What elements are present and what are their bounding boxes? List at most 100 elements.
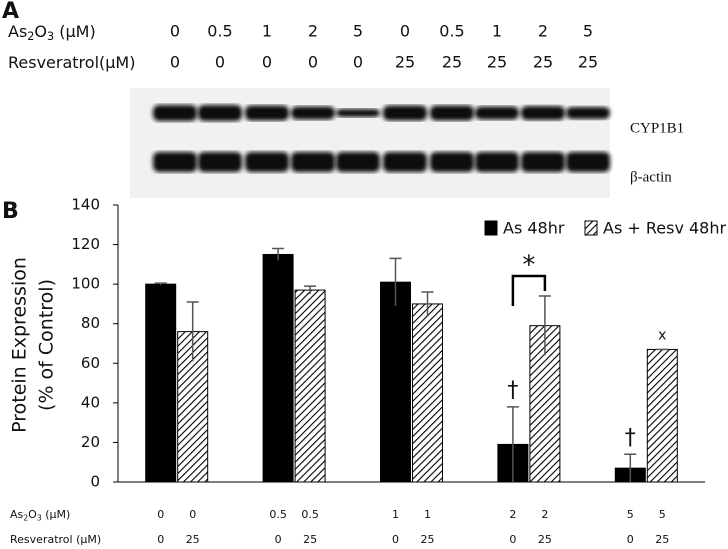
x-row-label: Resveratrol (μM)	[10, 533, 101, 546]
legend-swatch	[484, 220, 498, 236]
error-bar	[389, 257, 402, 306]
x-row-value: 0	[392, 533, 399, 546]
x-row-value: 25	[421, 533, 435, 546]
row-value: 0.5	[207, 22, 232, 41]
label-part: Resveratrol (μM)	[10, 533, 101, 546]
bar	[646, 348, 678, 483]
row-label: As2O3 (μM)	[8, 22, 96, 43]
blot-band	[198, 152, 242, 172]
legend-swatch	[584, 220, 598, 236]
bar	[294, 289, 326, 483]
label-part: O	[34, 22, 47, 41]
blot-band	[245, 105, 289, 121]
x-row-value: 2	[541, 508, 548, 521]
panel-label: A	[2, 0, 19, 24]
x-row-value: 25	[186, 533, 200, 546]
row-value: 0	[400, 22, 410, 41]
error-bar	[624, 453, 637, 482]
label-part: 2	[23, 513, 28, 522]
y-axis-label: (% of Control)	[36, 279, 58, 411]
x-row-value: 0	[157, 533, 164, 546]
bar	[177, 331, 209, 483]
row-value: 0	[170, 22, 180, 41]
error-bar	[154, 282, 167, 286]
blot-band	[521, 152, 565, 172]
annotation: †	[625, 425, 636, 450]
error-bar	[538, 295, 551, 356]
legend-label: As 48hr	[503, 219, 565, 238]
blot-band	[475, 106, 519, 120]
blot-band	[291, 106, 335, 120]
label-part: As	[8, 22, 27, 41]
row-value: 0	[353, 53, 363, 72]
error-bar	[304, 285, 317, 295]
label-part: 3	[37, 513, 42, 522]
x-row-value: 1	[392, 508, 399, 521]
y-axis-label: Protein Expression	[9, 257, 31, 433]
annotation: †	[507, 378, 518, 403]
row-value: 25	[578, 53, 598, 72]
blot-background	[130, 88, 610, 198]
blot-band	[430, 105, 474, 121]
y-tick-label: 60	[81, 354, 100, 372]
x-row-label: As2O3 (μM)	[10, 508, 70, 522]
x-row-value: 0	[189, 508, 196, 521]
x-row-value: 0	[275, 533, 282, 546]
bar	[145, 283, 177, 483]
y-tick-label: 0	[90, 473, 100, 491]
x-row-value: 25	[655, 533, 669, 546]
error-bar	[272, 247, 285, 261]
label-part: (μM)	[54, 22, 96, 41]
x-row-value: 0.5	[269, 508, 287, 521]
row-value: 0	[308, 53, 318, 72]
x-row-value: 25	[303, 533, 317, 546]
y-tick-label: 140	[71, 196, 100, 214]
band-label: CYP1B1	[630, 120, 684, 136]
x-row-value: 5	[627, 508, 634, 521]
x-row-value: 0	[157, 508, 164, 521]
row-value: 25	[487, 53, 507, 72]
row-value: 0	[262, 53, 272, 72]
blot-band	[336, 109, 380, 117]
annotation: *	[522, 251, 535, 281]
row-value: 1	[492, 22, 502, 41]
band-label: β-actin	[630, 169, 672, 185]
row-value: 25	[533, 53, 553, 72]
x-row-value: 5	[659, 508, 666, 521]
y-tick-label: 120	[71, 235, 100, 253]
bar	[412, 303, 443, 483]
label-part: Resveratrol(μM)	[8, 53, 135, 72]
row-value: 0	[170, 53, 180, 72]
label-part: (μM)	[42, 508, 71, 521]
annotation: x	[658, 327, 666, 343]
row-label: Resveratrol(μM)	[8, 53, 135, 72]
x-row-value: 0	[509, 533, 516, 546]
blot-band	[383, 105, 427, 121]
blot-band	[153, 152, 197, 172]
row-value: 25	[442, 53, 462, 72]
blot-band	[475, 152, 519, 172]
blot-band	[198, 105, 242, 121]
row-value: 2	[538, 22, 548, 41]
blot-band	[521, 106, 565, 120]
error-bar	[421, 291, 434, 316]
row-value: 25	[395, 53, 415, 72]
error-bar	[506, 406, 519, 482]
x-row-value: 1	[424, 508, 431, 521]
label-part: 2	[27, 30, 34, 43]
bar	[262, 253, 294, 483]
y-tick-label: 100	[71, 275, 100, 293]
blot-band	[153, 105, 197, 121]
panel-label: B	[2, 199, 19, 224]
x-row-value: 0	[627, 533, 634, 546]
legend-label: As + Resv 48hr	[603, 219, 726, 238]
y-tick-label: 80	[81, 314, 100, 332]
row-value: 2	[308, 22, 318, 41]
blot-band	[336, 152, 380, 172]
blot-band	[566, 107, 610, 119]
row-value: 0	[215, 53, 225, 72]
error-bar	[186, 301, 199, 362]
blot-band	[566, 152, 610, 172]
